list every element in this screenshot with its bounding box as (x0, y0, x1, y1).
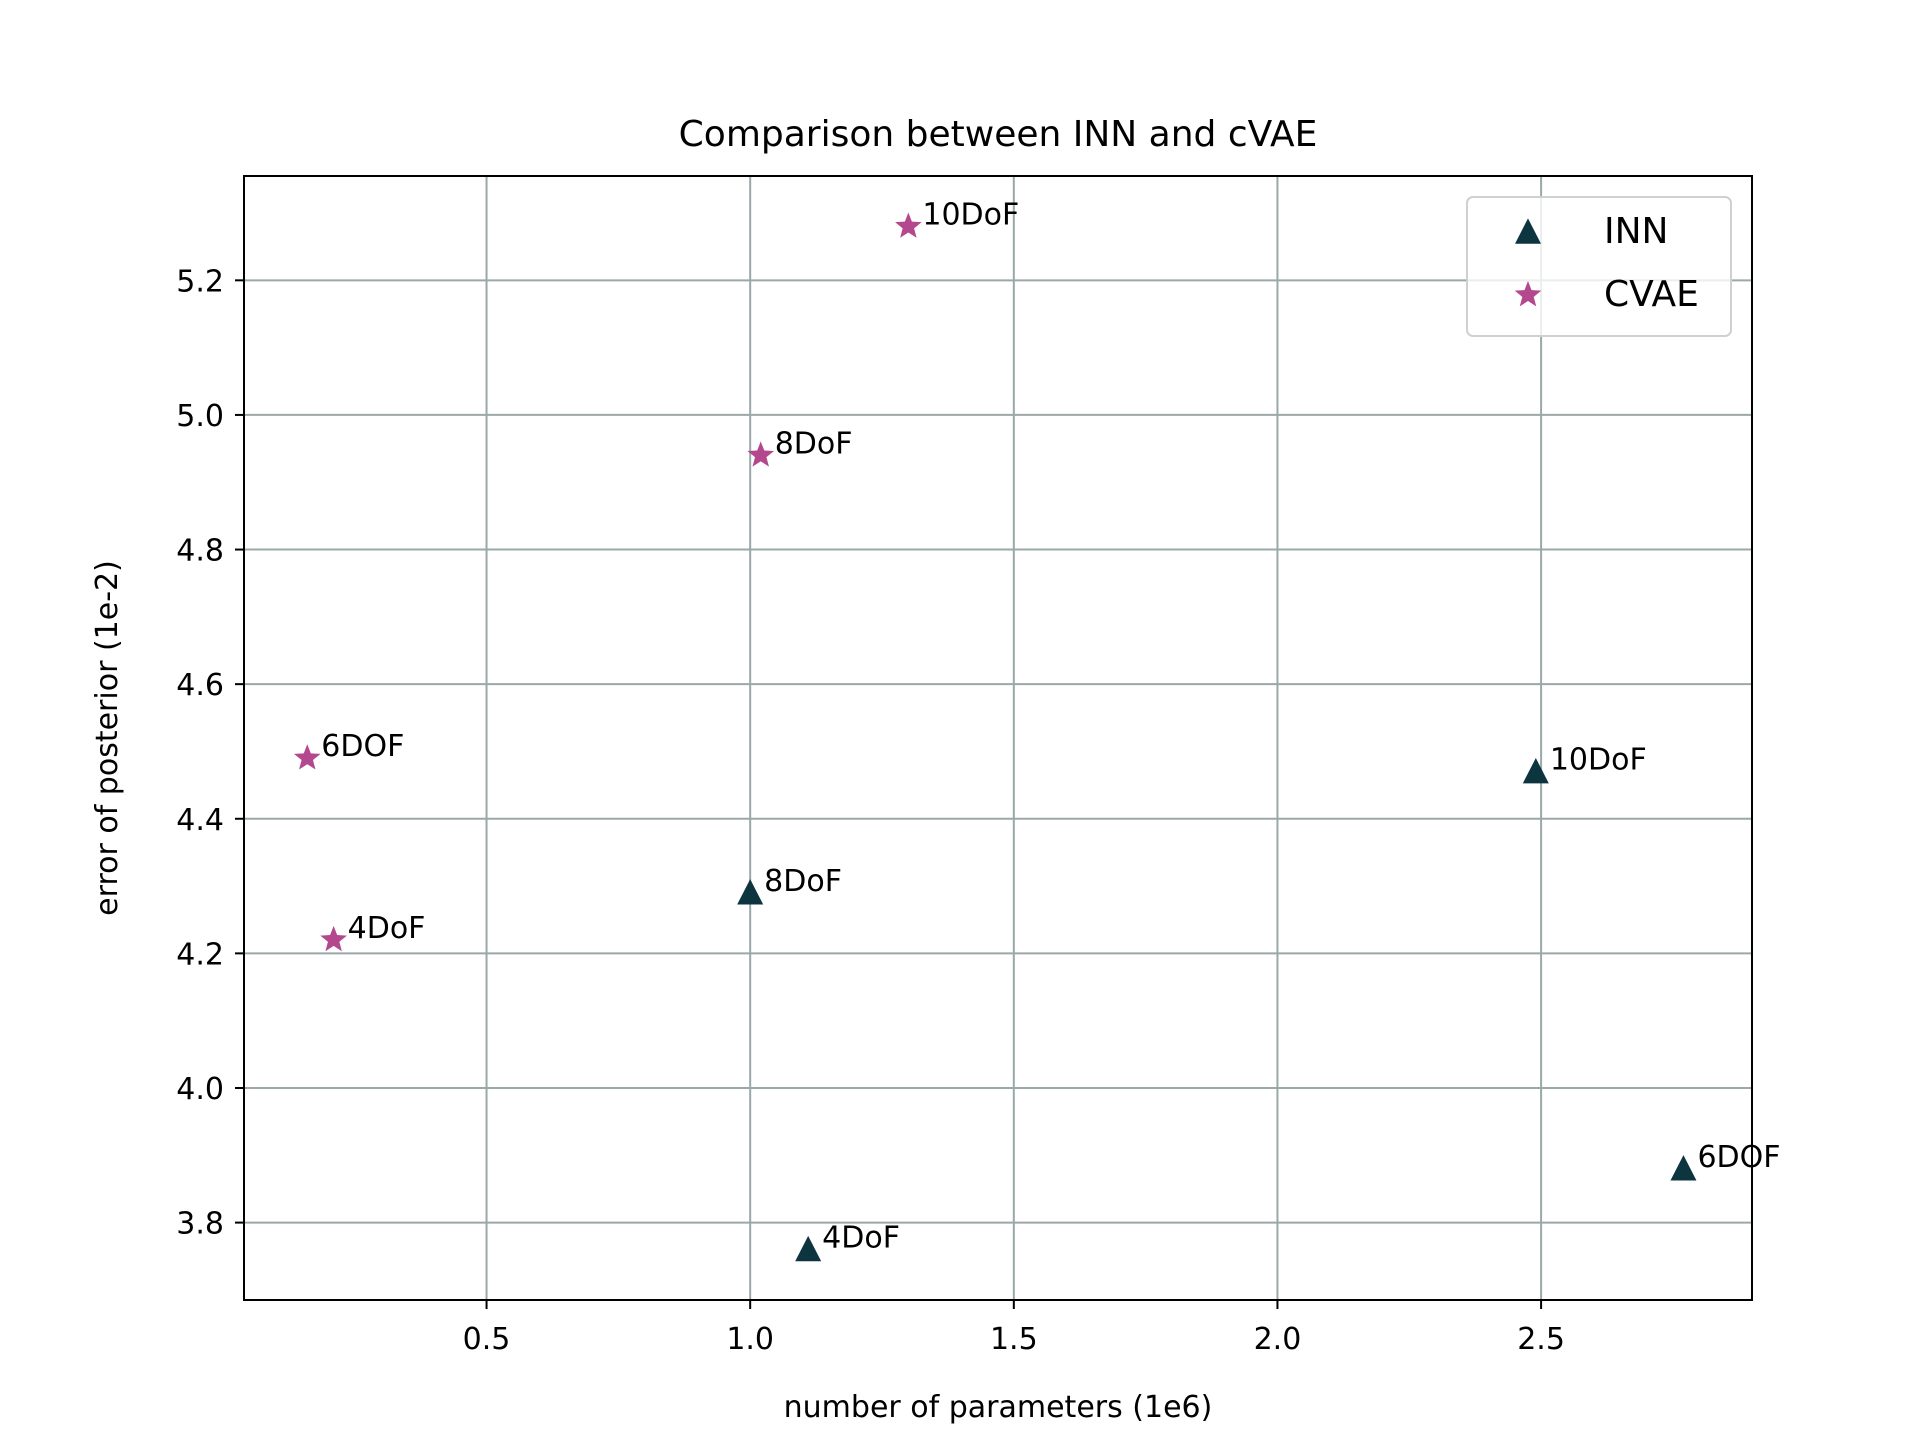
inn-point-10dof (1522, 758, 1549, 784)
series-inn: 4DoF 6DOF 8DoF 10DoF (737, 743, 1781, 1262)
legend-label: CVAE (1604, 274, 1699, 315)
data-label: 10DoF (922, 197, 1019, 232)
grid (244, 176, 1752, 1300)
cvae-point-6dof (293, 744, 321, 770)
legend-label: INN (1604, 211, 1668, 252)
cvae-point-10dof (895, 212, 922, 238)
y-tick-label: 5.0 (176, 399, 224, 434)
plot-frame (243, 175, 1753, 1301)
series-cvae: 4DoF 6DOF 8DoF 10DoF (293, 197, 1019, 952)
x-tick-label: 0.5 (463, 1322, 511, 1357)
data-label: 8DoF (764, 864, 842, 899)
y-tick-label: 5.2 (176, 264, 224, 299)
chart-title: Comparison between INN and cVAE (679, 114, 1318, 155)
axis-ticks: 0.5 1.0 1.5 2.0 2.5 3.8 4.0 4.2 4.4 4.6 4.8 5.0 5.2 (176, 264, 1565, 1357)
data-label: 6DOF (321, 729, 404, 764)
cvae-point-8dof (747, 441, 775, 467)
x-tick-label: 2.0 (1254, 1322, 1302, 1357)
data-label: 8DoF (775, 426, 853, 461)
x-axis-label: number of parameters (1e6) (784, 1390, 1213, 1425)
data-label: 6DOF (1697, 1140, 1780, 1175)
cvae-point-4dof (320, 925, 347, 952)
y-tick-label: 4.0 (176, 1072, 224, 1107)
legend: INN CVAE (1466, 196, 1732, 337)
legend-marker-inn (1515, 218, 1541, 244)
inn-point-6dof (1670, 1155, 1697, 1181)
y-tick-label: 4.2 (176, 937, 224, 972)
data-label: 4DoF (822, 1221, 900, 1256)
x-tick-label: 1.0 (726, 1322, 774, 1357)
data-label: 4DoF (348, 911, 426, 946)
x-tick-label: 2.5 (1517, 1322, 1565, 1357)
y-axis-label: error of posterior (1e-2) (90, 560, 125, 916)
y-tick-label: 4.6 (176, 668, 224, 703)
inn-point-4dof (795, 1235, 822, 1262)
legend-marker-cvae (1514, 281, 1542, 307)
data-marks: 4DoF 6DOF 8DoF 10DoF 4DoF 6DOF 8DoF 10DoF (293, 197, 1781, 1262)
x-tick-label: 1.5 (990, 1322, 1038, 1357)
y-tick-label: 4.4 (176, 803, 224, 838)
legend-box (1466, 196, 1732, 337)
y-tick-label: 3.8 (176, 1207, 224, 1242)
inn-point-8dof (737, 879, 764, 905)
data-label: 10DoF (1550, 743, 1647, 778)
y-tick-label: 4.8 (176, 534, 224, 569)
